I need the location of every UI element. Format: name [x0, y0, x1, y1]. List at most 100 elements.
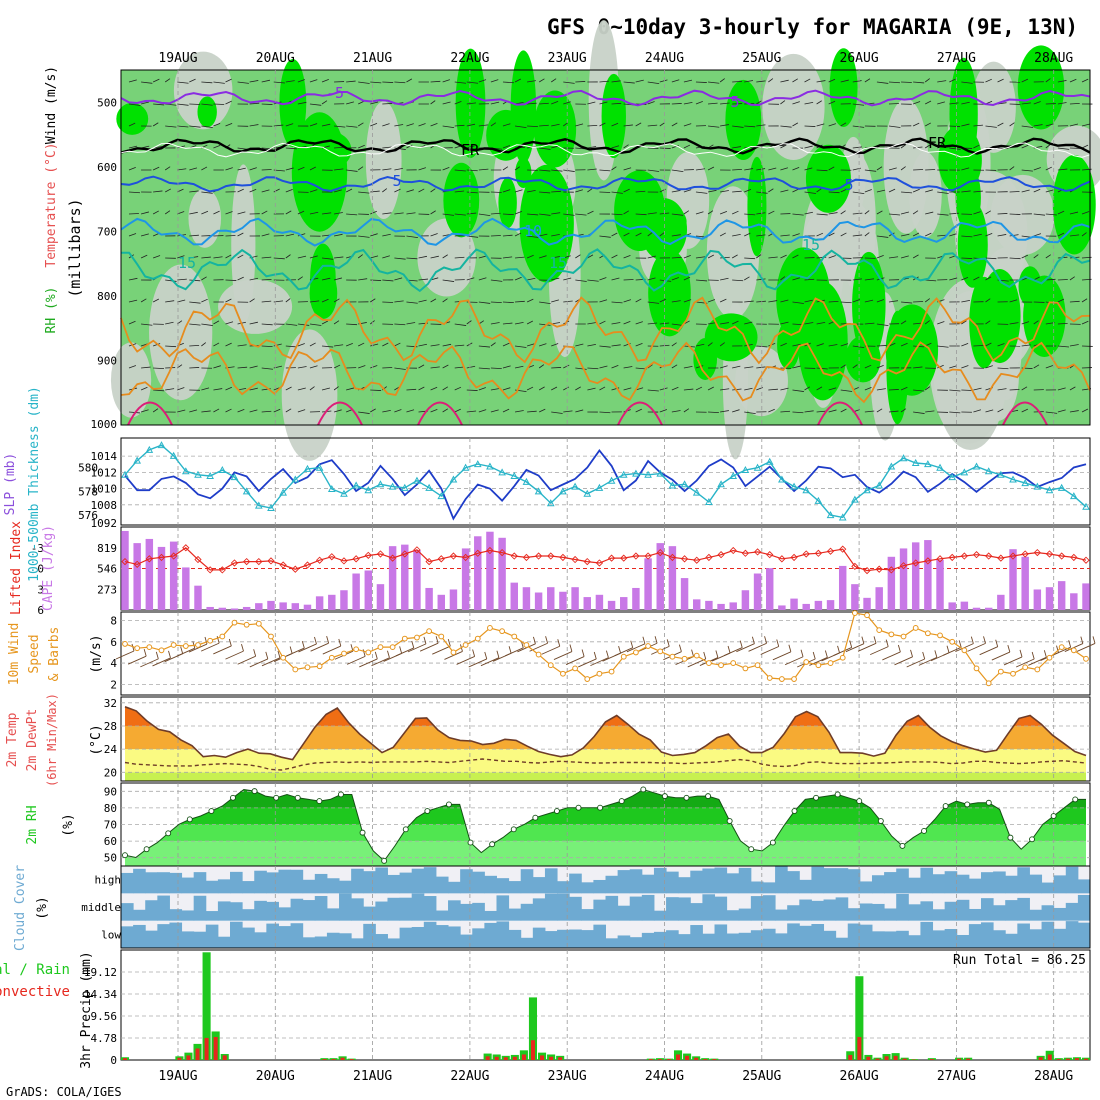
wind-barb-flag [642, 636, 646, 644]
wind-barb [237, 232, 244, 237]
wind-barb [273, 124, 284, 127]
precip-convective-bar [685, 1055, 690, 1060]
cape-bar [425, 587, 433, 610]
rh-point [1029, 836, 1035, 843]
wind-barb [225, 342, 232, 347]
lifted-index-point [1045, 550, 1054, 558]
wind-barb [611, 191, 623, 194]
wind-speed-point [207, 637, 214, 644]
wind-barb [430, 100, 436, 105]
wind-barb [382, 188, 388, 193]
wind-barb [864, 299, 874, 303]
axis-label: (m/s) [89, 634, 104, 673]
day-label-bottom: 22AUG [450, 1069, 489, 1084]
wind-barb [852, 146, 863, 149]
wind-barb [406, 301, 418, 304]
lifted-index-point [547, 552, 555, 560]
wind-barb [345, 342, 353, 347]
rh-moist-region [310, 243, 336, 315]
wind-barb [406, 322, 416, 325]
wind-barb [1045, 365, 1053, 369]
wind-barb [466, 365, 476, 369]
wind-barb [249, 658, 268, 668]
thickness-point [644, 470, 652, 478]
wind-barb [527, 80, 537, 83]
cloud-cell [1017, 923, 1030, 948]
wind-speed-point [633, 649, 639, 656]
wind-barb [359, 658, 378, 668]
rh-point [122, 852, 128, 859]
lifted-index-point [522, 553, 531, 562]
wind-barb [478, 124, 489, 127]
wind-barb [973, 233, 982, 237]
cloud-cell [508, 881, 522, 894]
wind-barb [731, 254, 738, 259]
day-label-bottom: 26AUG [840, 1069, 879, 1084]
cloud-cell [811, 866, 825, 894]
precip-convective-bar [177, 1057, 182, 1060]
wind-speed-point [693, 652, 700, 659]
wind-speed-point [730, 660, 737, 666]
wind-barb [683, 210, 690, 215]
wind-barb [370, 389, 382, 391]
cloud-cell [133, 868, 146, 894]
wind-barb [419, 642, 439, 652]
thickness-point [838, 513, 847, 521]
cloud-cell [314, 895, 328, 921]
lifted-index-point [583, 557, 591, 566]
rh-point [165, 830, 172, 837]
wind-barb [744, 366, 754, 369]
wind-barb [732, 190, 742, 193]
cloud-cell [254, 870, 267, 894]
cloud-cell [1041, 921, 1055, 948]
wind-barb [261, 323, 273, 326]
wind-barb [623, 387, 632, 391]
wind-barb [502, 145, 511, 149]
lifted-index-point [157, 553, 166, 562]
wind-barb [864, 386, 872, 391]
wind-barb [189, 344, 200, 347]
wind-barb [177, 125, 189, 128]
rh-point [964, 801, 971, 808]
wind-barb [599, 299, 608, 303]
wind-barb [575, 279, 587, 282]
cape-bar [461, 548, 470, 610]
cloud-cell [242, 881, 255, 894]
cape-bar [765, 568, 774, 610]
wind-barb-flag [216, 636, 220, 644]
wind-barb [1021, 408, 1028, 413]
wind-barb [551, 277, 560, 281]
wind-barb [358, 342, 365, 347]
lifted-index-point [437, 555, 445, 563]
lifted-index-point [753, 548, 762, 556]
cloud-cell [871, 875, 885, 894]
wind-barb [575, 409, 584, 413]
wind-barb [707, 210, 714, 215]
wind-barb-flag [192, 641, 196, 649]
thickness-point [753, 463, 762, 471]
precip-convective-bar [204, 1037, 209, 1060]
wind-barb [949, 147, 961, 150]
wind-speed-point [280, 654, 287, 661]
wind-barb [539, 124, 549, 127]
cloud-cell [641, 932, 655, 948]
wind-barb [587, 146, 597, 149]
cape-bar [717, 603, 725, 610]
lifted-index-point [668, 553, 677, 562]
wind-barb-flag [435, 636, 439, 644]
precip-convective-bar [676, 1054, 681, 1060]
wind-barb [539, 233, 548, 237]
wind-barb [1045, 78, 1051, 83]
thickness-point [899, 454, 908, 462]
wind-barb [804, 78, 811, 83]
axis-label: (%) [61, 813, 76, 836]
wind-barb [454, 408, 461, 413]
day-label-top: 21AUG [353, 51, 392, 66]
wind-barb [997, 367, 1009, 370]
wind-barb [140, 101, 150, 105]
cloud-cell [750, 930, 764, 948]
cape-bar [121, 530, 129, 610]
cloud-cell [859, 881, 873, 894]
lifted-index-point [705, 553, 713, 562]
tick-label: 1092 [91, 517, 118, 530]
